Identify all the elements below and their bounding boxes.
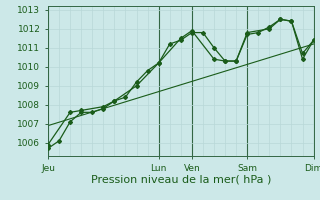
X-axis label: Pression niveau de la mer( hPa ): Pression niveau de la mer( hPa ) [91, 174, 271, 184]
